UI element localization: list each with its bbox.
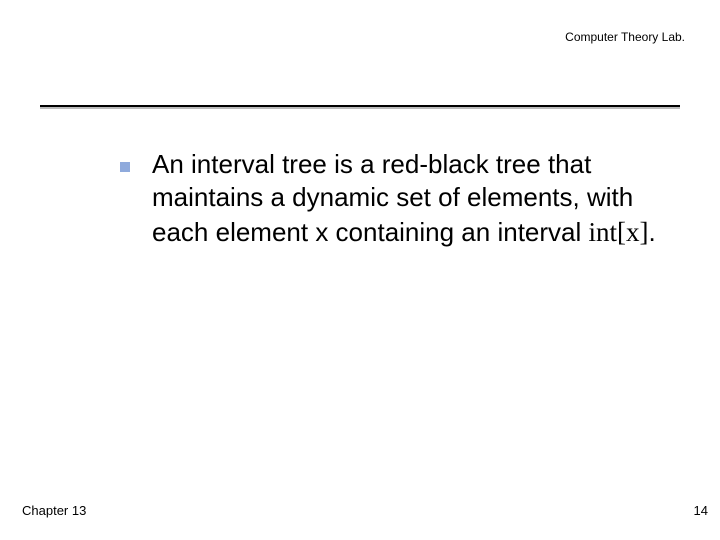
chapter-label: Chapter 13	[22, 503, 86, 518]
title-rule-container	[40, 105, 680, 109]
content-area: An interval tree is a red-black tree tha…	[120, 148, 675, 249]
title-rule-shadow	[40, 107, 680, 109]
body-prefix: An interval tree is a red-black tree tha…	[152, 149, 633, 247]
bullet-item: An interval tree is a red-black tree tha…	[120, 148, 675, 249]
body-suffix: .	[649, 217, 656, 247]
serif-term: int[x]	[589, 217, 649, 247]
page-number: 14	[694, 503, 708, 518]
lab-label: Computer Theory Lab.	[565, 30, 685, 44]
square-bullet-icon	[120, 162, 130, 172]
body-text: An interval tree is a red-black tree tha…	[152, 148, 675, 249]
